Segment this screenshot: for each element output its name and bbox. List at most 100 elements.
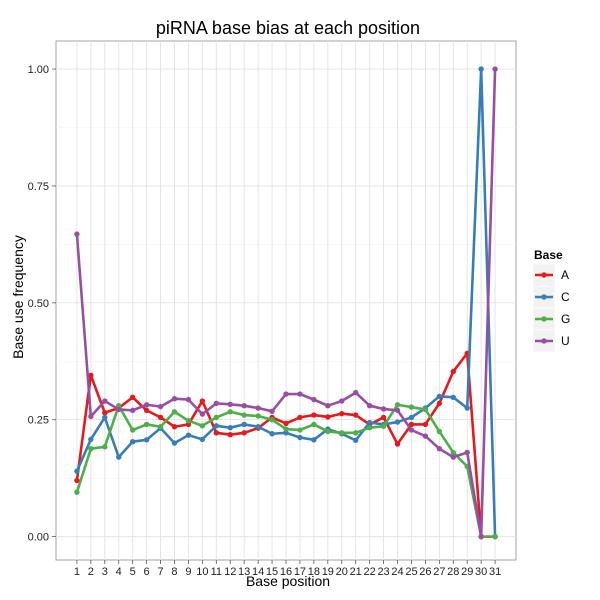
data-point-U [227, 401, 233, 407]
y-tick-label: 0.75 [28, 181, 49, 193]
data-point-C [436, 393, 443, 400]
y-tick-label: 0.25 [28, 415, 49, 427]
legend-point-G [541, 316, 547, 322]
data-point-A [241, 430, 247, 436]
data-point-A [325, 414, 331, 420]
data-point-A [297, 414, 303, 421]
data-point-G [366, 424, 373, 431]
data-point-C [283, 430, 289, 436]
legend-label-A: A [561, 268, 569, 282]
data-point-C [143, 437, 150, 443]
x-tick-label: 7 [157, 566, 163, 578]
x-tick-label: 31 [489, 566, 501, 578]
data-point-A [227, 431, 233, 438]
data-point-U [366, 403, 373, 409]
data-point-G [227, 409, 233, 415]
y-tick-label: 0.00 [28, 532, 49, 544]
series-layer [74, 66, 498, 540]
data-point-A [422, 421, 429, 428]
data-point-A [143, 407, 150, 414]
data-point-U [241, 403, 247, 409]
data-point-A [352, 412, 359, 418]
data-point-G [422, 406, 429, 413]
data-point-A [185, 421, 192, 428]
data-point-G [339, 430, 345, 436]
data-point-G [213, 414, 220, 421]
x-tick-label: 26 [419, 566, 431, 578]
data-point-G [297, 427, 303, 433]
data-point-G [199, 423, 206, 429]
data-point-A [199, 398, 206, 404]
data-point-U [380, 406, 387, 412]
x-tick-label: 3 [102, 566, 108, 578]
data-point-C [185, 432, 192, 438]
data-point-U [478, 533, 484, 540]
data-point-G [380, 423, 387, 429]
y-axis-title: Base use frequency [10, 235, 26, 359]
data-point-G [171, 409, 178, 415]
data-point-G [311, 421, 317, 428]
data-point-U [311, 396, 317, 403]
legend-point-A [541, 272, 547, 278]
x-tick-label: 2 [88, 566, 94, 578]
data-point-A [436, 400, 443, 407]
data-point-G [283, 426, 289, 432]
data-point-U [74, 231, 80, 237]
data-point-C [199, 436, 206, 443]
y-tick-label: 1.00 [28, 64, 49, 76]
data-point-C [408, 414, 415, 421]
data-point-A [394, 441, 401, 447]
data-point-U [352, 389, 359, 396]
data-point-G [185, 417, 192, 424]
data-point-C [450, 394, 456, 400]
x-tick-label: 24 [391, 566, 403, 578]
data-point-C [311, 437, 317, 443]
data-point-C [227, 424, 233, 431]
data-point-U [129, 407, 136, 414]
data-point-G [116, 403, 122, 409]
data-point-A [283, 420, 289, 427]
data-point-G [157, 424, 164, 430]
data-point-A [450, 368, 456, 375]
data-point-C [102, 414, 108, 421]
x-tick-label: 14 [252, 566, 264, 578]
data-point-G [129, 427, 136, 433]
data-point-A [88, 372, 94, 379]
data-point-U [157, 403, 164, 410]
data-point-U [88, 413, 94, 420]
data-point-U [255, 405, 261, 411]
data-point-C [116, 454, 122, 460]
data-point-U [171, 395, 178, 402]
grid-lines [56, 41, 516, 560]
data-point-U [143, 402, 150, 408]
data-point-U [325, 403, 331, 409]
chart-title: piRNA base bias at each position [156, 18, 420, 38]
x-tick-label: 28 [447, 566, 459, 578]
data-point-C [478, 66, 484, 72]
data-point-U [408, 427, 415, 433]
x-tick-label: 23 [377, 566, 389, 578]
data-point-A [408, 421, 415, 428]
data-point-G [102, 444, 108, 450]
x-tick-label: 15 [266, 566, 278, 578]
data-point-C [255, 424, 261, 430]
legend-label-U: U [561, 334, 570, 348]
data-point-G [255, 413, 261, 419]
data-point-G [450, 449, 456, 456]
data-point-G [492, 533, 498, 540]
data-point-G [325, 428, 331, 435]
data-point-A [129, 394, 136, 400]
x-tick-label: 29 [461, 566, 473, 578]
data-point-U [185, 396, 192, 403]
x-tick-label: 17 [294, 566, 306, 578]
x-tick-label: 21 [350, 566, 362, 578]
data-point-A [339, 410, 345, 417]
legend-point-U [541, 338, 547, 344]
x-tick-label: 18 [308, 566, 320, 578]
x-tick-label: 11 [211, 566, 222, 578]
data-point-G [394, 402, 401, 408]
legend-label-G: G [561, 312, 570, 326]
data-point-A [380, 414, 387, 421]
data-point-G [143, 421, 150, 428]
x-tick-label: 4 [116, 566, 122, 578]
